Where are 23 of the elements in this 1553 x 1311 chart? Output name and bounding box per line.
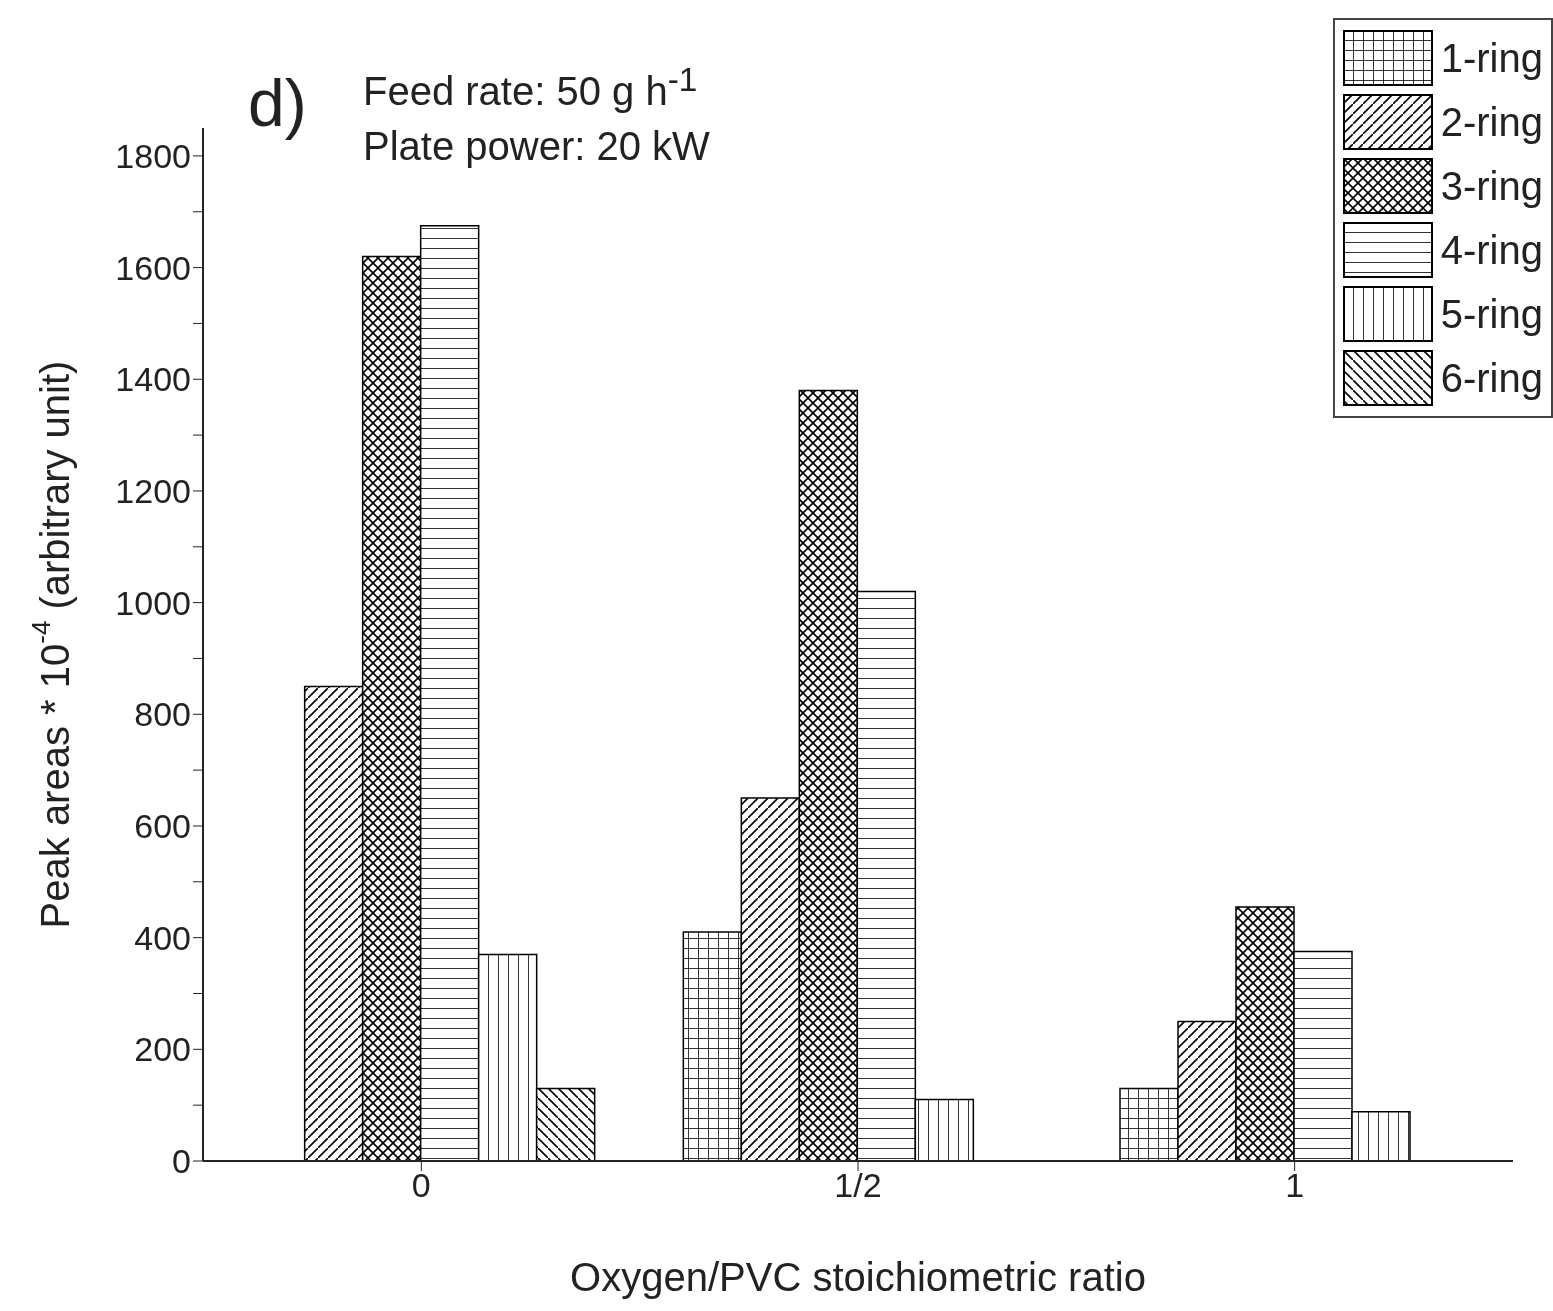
legend-label: 5-ring (1440, 291, 1543, 337)
x-tick-label: 1/2 (834, 1166, 882, 1205)
legend-label: 2-ring (1440, 99, 1543, 145)
y-tick-label: 0 (172, 1142, 191, 1181)
x-tick-label: 0 (411, 1166, 431, 1205)
y-tick-label: 200 (134, 1030, 191, 1069)
legend-label: 6-ring (1440, 355, 1543, 401)
y-tick-label: 800 (134, 695, 191, 734)
legend-label: 1-ring (1440, 35, 1543, 81)
x-axis-title: Oxygen/PVC stoichiometric ratio (570, 1255, 1146, 1299)
annotation: d) (248, 66, 307, 140)
y-tick-label: 600 (134, 807, 191, 846)
legend-label: 4-ring (1440, 227, 1543, 273)
annotation: Plate power: 20 kW (363, 124, 710, 168)
y-tick-label: 1600 (115, 248, 191, 287)
legend-label: 3-ring (1440, 163, 1543, 209)
y-tick-label: 400 (134, 918, 191, 957)
y-tick-label: 1800 (115, 136, 191, 175)
y-tick-label: 1200 (115, 472, 191, 511)
y-tick-label: 1000 (115, 583, 191, 622)
y-tick-label: 1400 (115, 360, 191, 399)
x-tick-label: 1 (1285, 1166, 1305, 1205)
text: Feed rate: 50 g h$^{-1}$ (363, 61, 698, 114)
